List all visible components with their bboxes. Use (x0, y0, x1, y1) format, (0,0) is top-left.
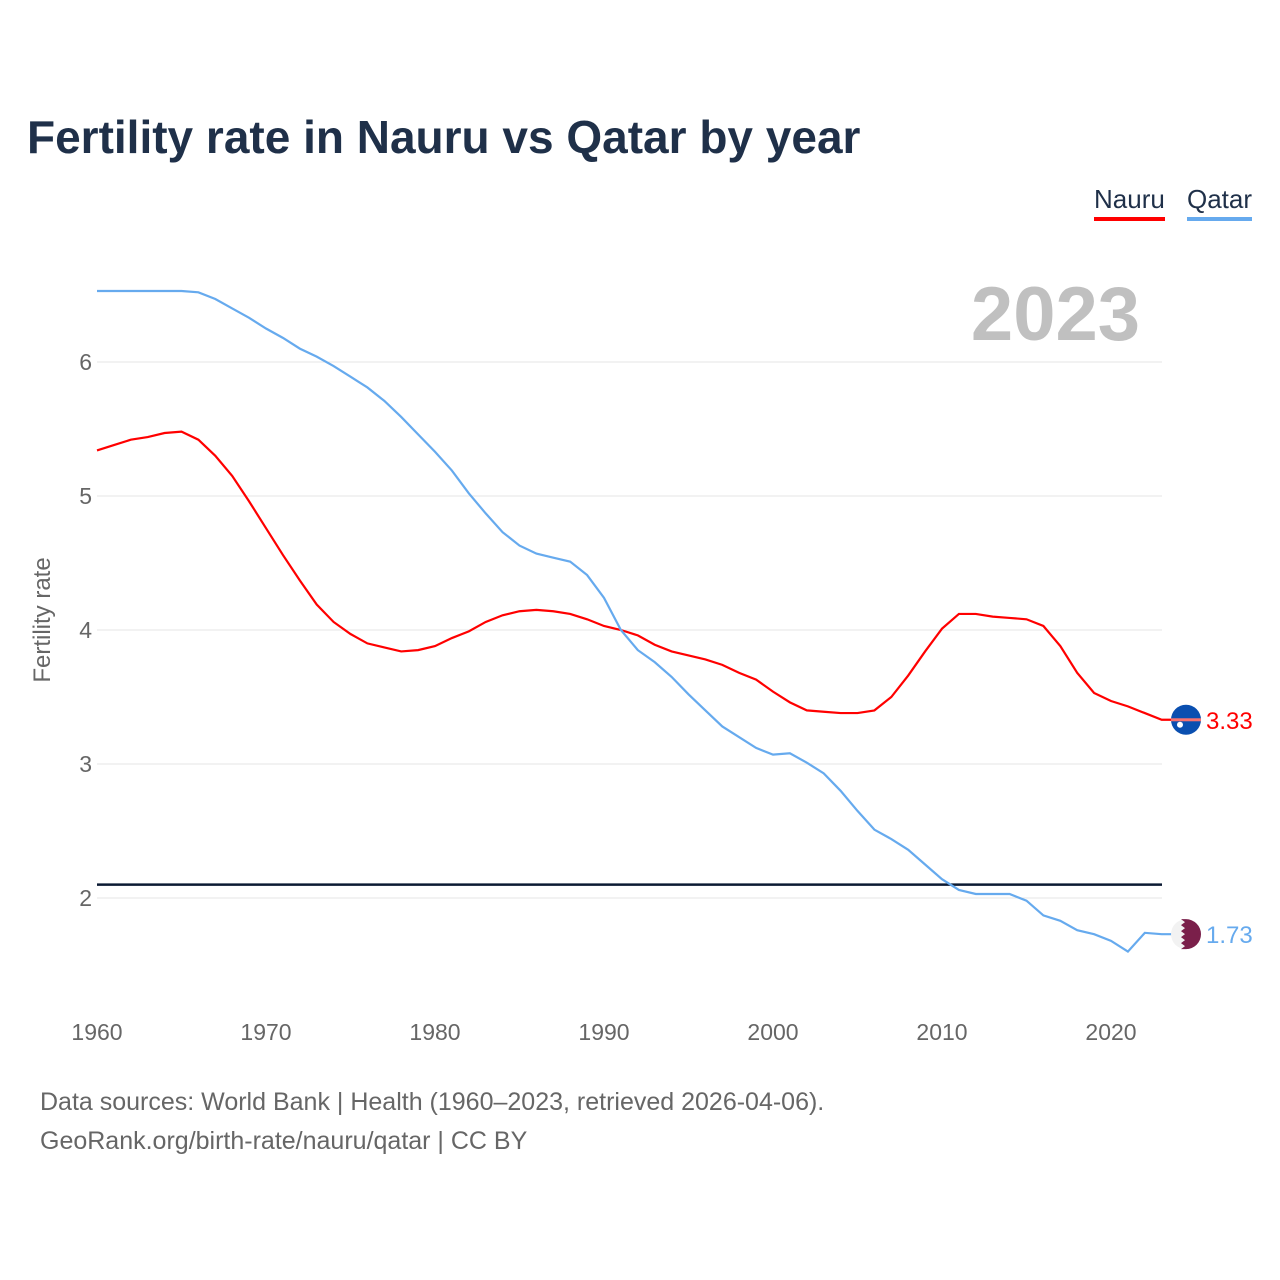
end-value-label-qatar: 1.73 (1206, 922, 1253, 949)
year-label: 2023 (971, 272, 1140, 357)
x-tick-label: 2000 (747, 1019, 798, 1045)
x-tick-label: 2010 (916, 1019, 967, 1045)
source-link[interactable]: GeoRank.org/birth-rate/nauru/qatar | CC … (40, 1127, 528, 1155)
x-tick-label: 1970 (240, 1019, 291, 1045)
y-tick-label: 6 (79, 349, 92, 375)
y-tick-label: 4 (79, 617, 92, 643)
chart-title: Fertility rate in Nauru vs Qatar by year (27, 111, 861, 163)
flag-star (1177, 721, 1183, 728)
y-axis-label: Fertility rate (29, 557, 56, 682)
x-tick-label: 1990 (578, 1019, 629, 1045)
source-text: Data sources: World Bank | Health (1960–… (40, 1088, 825, 1116)
series-line-qatar (97, 289, 1182, 954)
qatar-flag-icon (1171, 919, 1202, 950)
series-line-nauru (96, 430, 1182, 721)
flag-maroon (1181, 919, 1202, 950)
nauru-flag-icon (1171, 704, 1201, 735)
x-tick-label: 1980 (409, 1019, 460, 1045)
y-tick-label: 5 (79, 483, 92, 509)
flag-stripe (1171, 718, 1201, 722)
legend-qatar[interactable]: Qatar (1187, 184, 1253, 221)
x-tick-label: 1960 (71, 1019, 122, 1045)
end-value-label-nauru: 3.33 (1206, 708, 1253, 735)
legend-nauru[interactable]: Nauru (1094, 184, 1165, 221)
y-tick-label: 3 (79, 751, 92, 777)
line-chart: 2 3 4 5 6 1960 1970 1980 1990 2000 2010 2020 2023 F… (29, 272, 1253, 1045)
y-tick-label: 2 (79, 885, 92, 911)
x-tick-label: 2020 (1085, 1019, 1136, 1045)
